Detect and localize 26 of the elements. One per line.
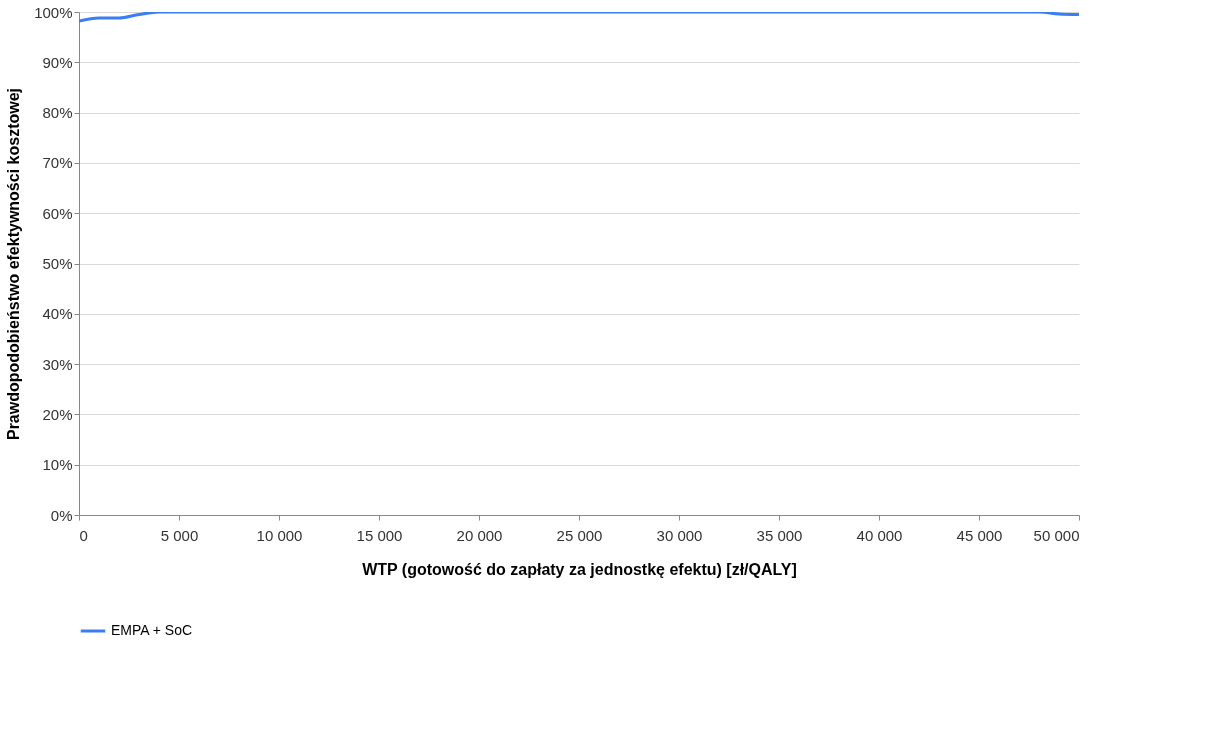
x-tick-label: 25 000 <box>556 526 603 544</box>
x-tick-label: 30 000 <box>656 526 703 544</box>
x-tick-label: 45 000 <box>956 526 1003 544</box>
x-tick-label: 20 000 <box>456 526 503 544</box>
x-tick-label: 35 000 <box>756 526 803 544</box>
y-tick-label: 80% <box>42 104 73 122</box>
x-tick-label: 40 000 <box>856 526 903 544</box>
x-tick-label: 50 000 <box>1033 526 1080 544</box>
y-tick-label: 0% <box>50 506 73 524</box>
y-tick-label: 50% <box>42 255 73 272</box>
y-tick-label: 90% <box>42 53 73 71</box>
y-tick-label: 30% <box>42 355 73 373</box>
y-tick-label: 20% <box>42 405 73 423</box>
y-tick-label: 70% <box>42 154 73 172</box>
x-tick-label: 10 000 <box>256 526 303 544</box>
x-tick-label: 15 000 <box>356 526 403 544</box>
x-tick-label: 0 <box>79 526 88 544</box>
y-tick-label: 40% <box>42 305 73 323</box>
x-tick-label: 5 000 <box>160 526 199 544</box>
y-tick-label: 10% <box>42 456 73 474</box>
line-series <box>79 12 1079 23</box>
x-axis-title: WTP (gotowość do zapłaty za jednostkę efektu) [zł/QALY] <box>362 560 797 578</box>
y-tick-label: 100% <box>34 3 73 21</box>
y-tick-label: 60% <box>42 204 73 222</box>
y-axis-title: Prawdopodobieństwo efektywności kosztowej <box>5 87 23 441</box>
legend-label: EMPA + SoC <box>111 622 193 638</box>
